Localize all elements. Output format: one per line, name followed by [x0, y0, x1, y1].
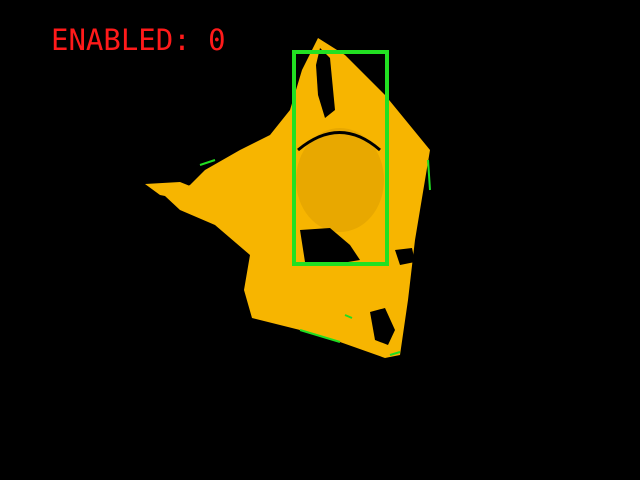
cone-body — [165, 38, 430, 358]
cone-left-flange — [145, 182, 200, 200]
cone-top-hole — [316, 48, 335, 118]
cone-hole-bottom — [370, 308, 395, 345]
cone-edge-highlight — [199, 159, 431, 356]
cone-hole-right — [395, 248, 415, 265]
enabled-status-text: ENABLED: 0 — [51, 23, 226, 57]
cone-hole-center — [300, 228, 360, 265]
cone-inner-arc — [297, 131, 381, 152]
detection-box-rect — [292, 50, 389, 266]
traffic-cone-mask — [145, 38, 431, 358]
cone-inner-disc — [296, 128, 384, 232]
